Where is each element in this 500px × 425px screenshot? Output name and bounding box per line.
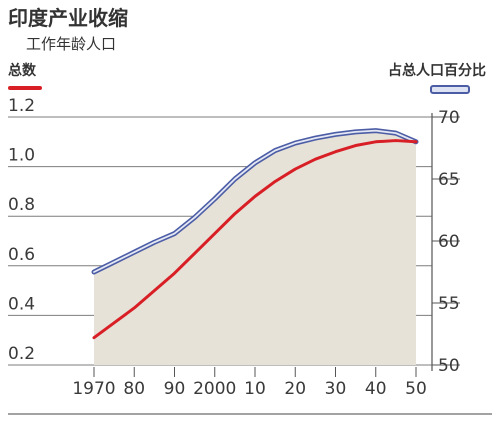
xtick-label: 20 — [284, 379, 306, 399]
xtick-label: 90 — [164, 379, 186, 399]
chart-subtitle: 工作年龄人口 — [26, 35, 117, 53]
legend-label-total: 总数 — [8, 63, 36, 79]
xtick-label: 40 — [365, 379, 387, 399]
ytick-left-label: 0.6 — [8, 245, 35, 265]
ytick-right-label: 65 — [438, 170, 460, 190]
ytick-left-label: 1.0 — [8, 146, 35, 166]
legend-swatch-share — [430, 85, 470, 94]
ytick-right-label: 55 — [438, 294, 460, 314]
area-share-fill — [94, 130, 416, 365]
xtick-label: 1970 — [72, 379, 115, 399]
xtick-label: 30 — [325, 379, 347, 399]
ytick-left-label: 0.4 — [8, 294, 35, 314]
xtick-label: 2000 — [193, 379, 236, 399]
line-layer — [91, 128, 419, 340]
ytick-left-label: 0.8 — [8, 195, 35, 215]
ytick-left-label: 0.2 — [8, 344, 35, 364]
xtick-label: 80 — [123, 379, 145, 399]
ytick-right-label: 60 — [438, 232, 460, 252]
series-share-line — [93, 129, 417, 273]
xtick-label: 50 — [405, 379, 427, 399]
ytick-left-label: 1.2 — [8, 96, 35, 116]
area-layer — [94, 130, 416, 365]
xtick-label: 10 — [244, 379, 266, 399]
legend-swatch-total — [8, 86, 42, 90]
chart-title: 印度产业收缩 — [8, 6, 128, 30]
axis-layer: 0.2 0.4 0.6 0.8 1.0 1.2 50 55 60 65 70 1970 80 90 2000… — [8, 96, 492, 415]
ytick-right-label: 70 — [438, 108, 460, 128]
legend-label-share: 占总人口百分比 — [388, 63, 486, 79]
series-total-line — [92, 139, 418, 340]
ytick-right-label: 50 — [438, 356, 460, 376]
